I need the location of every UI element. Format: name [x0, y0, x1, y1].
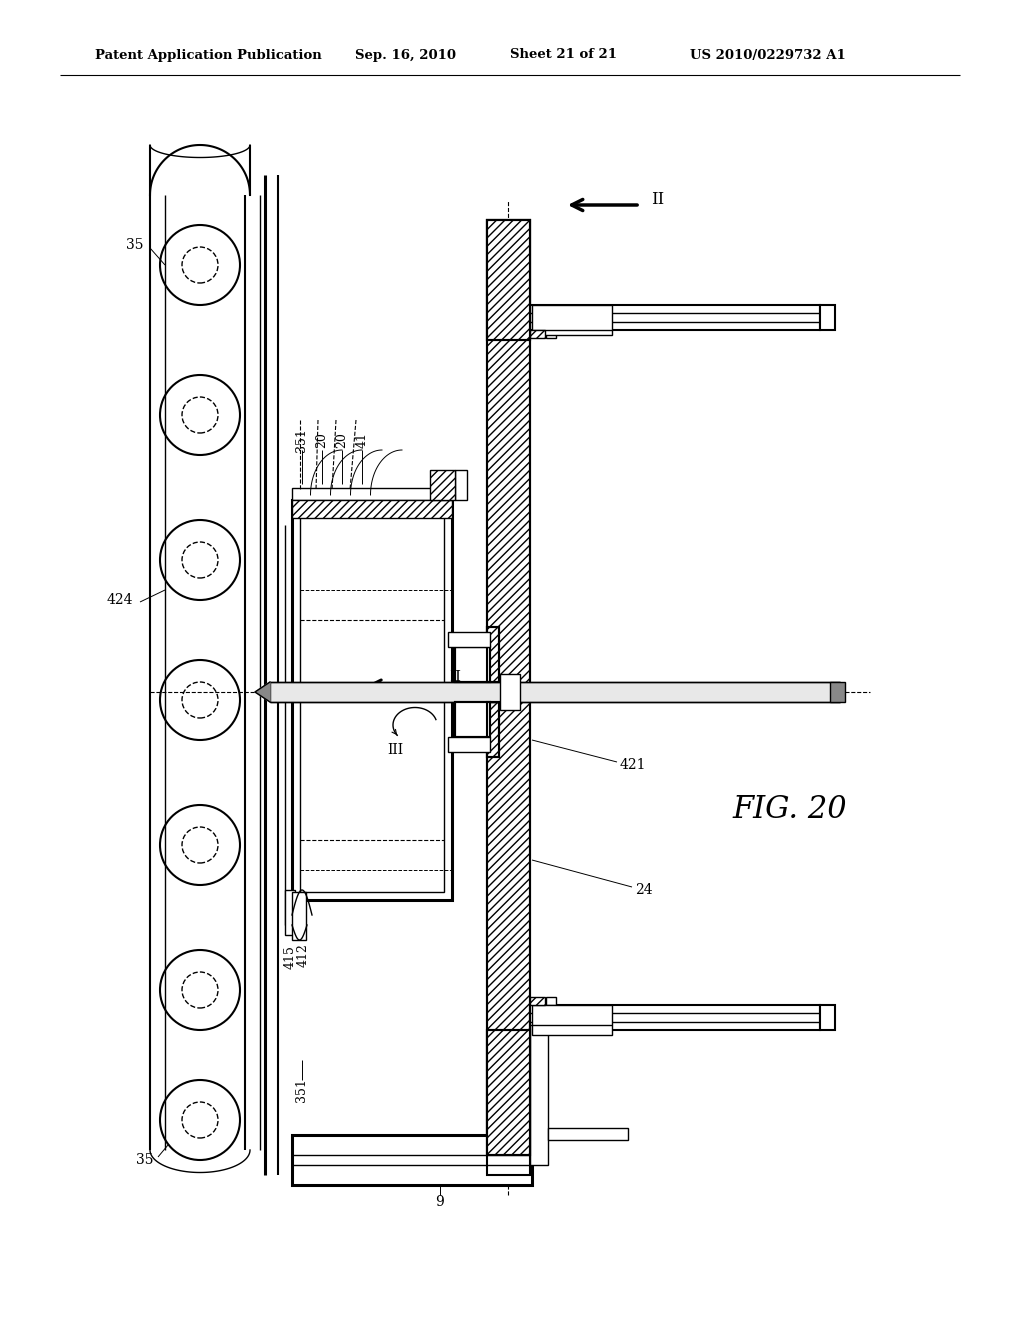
Bar: [500, 675, 520, 710]
Bar: [487, 220, 530, 1175]
Text: II: II: [651, 191, 665, 209]
Text: 20: 20: [315, 432, 329, 447]
Bar: [530, 330, 545, 338]
Text: III: III: [387, 743, 403, 756]
Bar: [487, 702, 499, 756]
Text: 415: 415: [284, 945, 297, 969]
Bar: [546, 330, 556, 338]
Bar: [487, 220, 530, 341]
Bar: [530, 305, 820, 330]
Text: Patent Application Publication: Patent Application Publication: [95, 49, 322, 62]
Text: 412: 412: [297, 942, 309, 968]
Bar: [530, 1005, 820, 1030]
Text: 35: 35: [136, 1152, 154, 1167]
Bar: [532, 1005, 612, 1035]
Text: 9: 9: [435, 1195, 444, 1209]
Bar: [449, 632, 490, 647]
Bar: [455, 647, 490, 682]
Bar: [285, 890, 295, 935]
Bar: [430, 470, 455, 500]
Bar: [292, 488, 452, 500]
Bar: [455, 470, 467, 500]
Bar: [532, 305, 612, 335]
Bar: [292, 500, 452, 517]
Bar: [487, 1030, 530, 1155]
Bar: [292, 500, 452, 900]
Bar: [546, 997, 556, 1005]
Bar: [292, 1135, 532, 1185]
Bar: [455, 647, 490, 682]
Text: FIG. 20: FIG. 20: [733, 795, 847, 825]
Text: 35: 35: [126, 238, 143, 252]
Bar: [548, 1129, 628, 1140]
Text: 41: 41: [355, 432, 369, 447]
Bar: [455, 702, 490, 737]
Bar: [455, 702, 490, 737]
Bar: [830, 682, 845, 702]
Bar: [487, 702, 499, 756]
Bar: [487, 627, 499, 682]
Bar: [530, 997, 545, 1005]
Text: 424: 424: [106, 593, 133, 607]
Bar: [455, 647, 490, 682]
Text: 421: 421: [620, 758, 646, 772]
Bar: [300, 500, 444, 892]
Text: Sep. 16, 2010: Sep. 16, 2010: [355, 49, 456, 62]
Text: 351: 351: [296, 1078, 308, 1102]
Text: Sheet 21 of 21: Sheet 21 of 21: [510, 49, 617, 62]
Bar: [487, 1030, 530, 1155]
Text: 20: 20: [336, 432, 348, 447]
Bar: [820, 305, 835, 330]
Bar: [455, 702, 490, 737]
Text: 351: 351: [296, 428, 308, 451]
Text: II: II: [449, 671, 461, 684]
Text: US 2010/0229732 A1: US 2010/0229732 A1: [690, 49, 846, 62]
Text: 24: 24: [635, 883, 652, 898]
Bar: [530, 1026, 548, 1166]
Polygon shape: [255, 682, 270, 702]
Bar: [487, 220, 530, 341]
Bar: [820, 1005, 835, 1030]
Bar: [487, 627, 499, 682]
Bar: [487, 220, 530, 1175]
Bar: [449, 737, 490, 752]
Bar: [270, 682, 840, 702]
Bar: [292, 892, 306, 940]
